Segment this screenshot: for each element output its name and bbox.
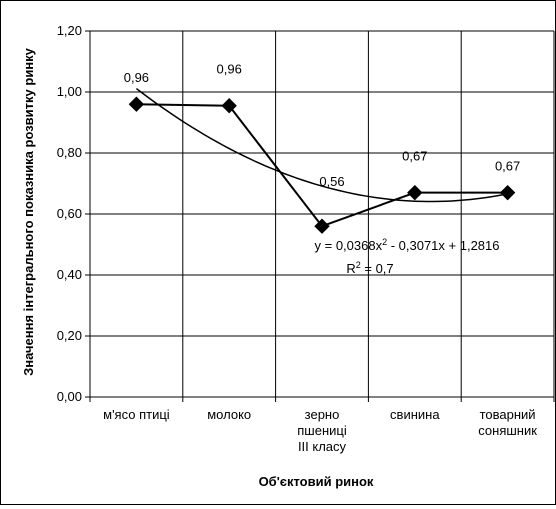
y-tick-label: 0,80: [57, 145, 82, 160]
data-label: 0,56: [319, 174, 344, 189]
y-tick-label: 0,60: [57, 206, 82, 221]
y-tick-label: 1,20: [57, 23, 82, 38]
data-label: 0,67: [402, 149, 427, 164]
trendline-r-squared: R2 = 0,7: [346, 260, 393, 276]
data-point-marker: [407, 184, 423, 201]
trendline: [135, 87, 508, 203]
data-label: 0,96: [217, 62, 242, 77]
grid-layer: [90, 30, 555, 397]
data-label: 0,96: [124, 70, 149, 85]
x-tick-label: свинина: [390, 407, 440, 422]
series-layer: [128, 96, 516, 234]
x-tick-label: молоко: [207, 407, 251, 422]
data-point-marker: [499, 184, 516, 201]
y-tick-label: 0,20: [57, 328, 82, 343]
data-point-marker: [128, 96, 145, 112]
series-line: [136, 103, 508, 228]
data-label: 0,67: [495, 159, 520, 174]
trendline-equation: y = 0,0368x2 - 0,3071x + 1,2816: [315, 237, 500, 253]
y-axis-title: Значення інтегрального показника розвитк…: [21, 47, 36, 376]
x-tick-label: товарний соняшник: [478, 407, 537, 438]
axis-layer: 0,00 0,20 0,40 0,60 0,80 1,00 1,20 м'ясо птиці м…: [57, 23, 555, 454]
y-tick-label: 0,00: [57, 389, 82, 404]
y-tick-label: 1,00: [57, 84, 82, 99]
data-point-marker: [221, 98, 237, 114]
trendline-layer: [135, 87, 508, 203]
label-layer: 0,96 0,96 0,56 0,67 0,67: [124, 62, 521, 189]
data-point-marker: [314, 218, 330, 234]
x-tick-label: м'ясо птиці: [103, 407, 170, 422]
y-tick-label: 0,40: [57, 267, 82, 282]
x-tick-label: зерно пшениці III класу: [297, 407, 347, 454]
x-axis-title: Об'єктовий ринок: [259, 474, 374, 489]
